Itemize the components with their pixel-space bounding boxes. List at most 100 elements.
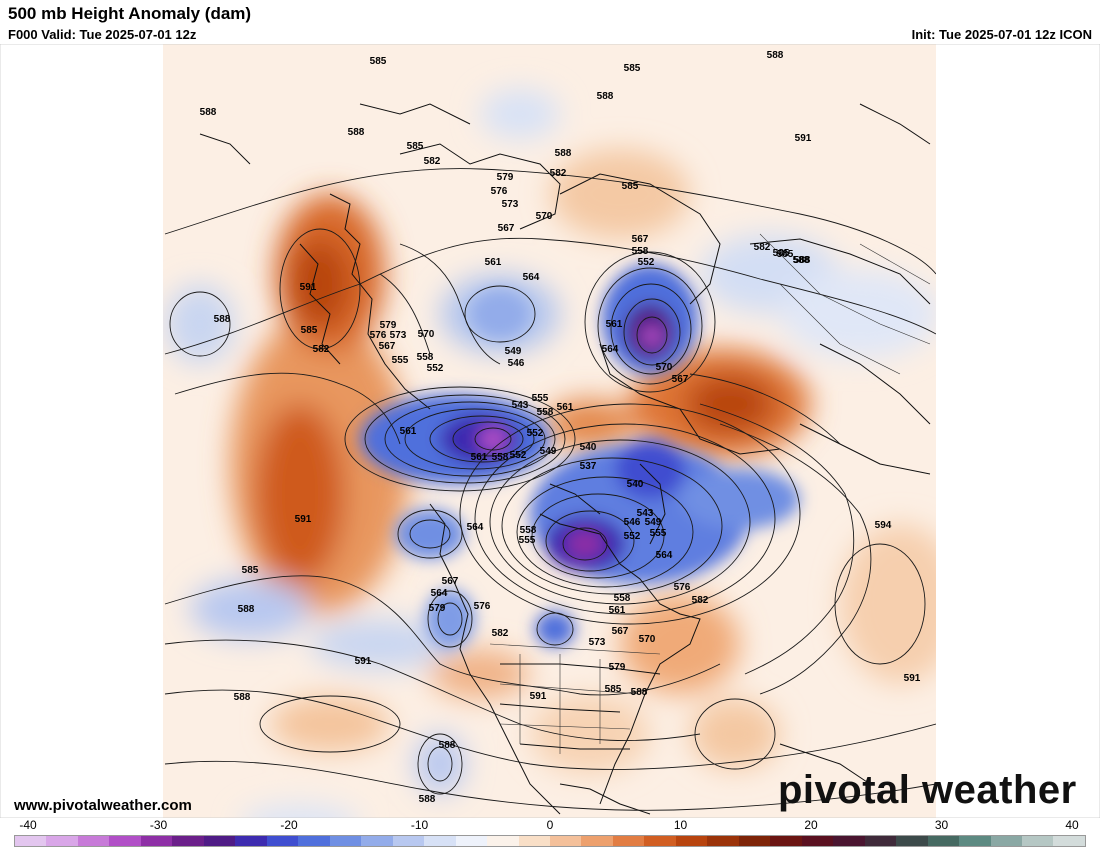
contour-label: 567 <box>498 223 515 234</box>
contour-label: 558 <box>492 452 509 463</box>
colorbar-swatch <box>1053 836 1085 846</box>
colorbar-swatch <box>15 836 47 846</box>
contour-label: 555 <box>519 535 536 546</box>
anomaly-shading <box>165 89 960 818</box>
pivotal-weather-logo: pivotal weather <box>778 768 1077 812</box>
contour-label: 582 <box>550 168 567 179</box>
colorbar-swatch <box>424 836 456 846</box>
contour-label: 588 <box>793 255 810 266</box>
contour-label: 549 <box>505 346 522 357</box>
contour-label: 561 <box>606 319 623 330</box>
contour-label: 591 <box>355 656 372 667</box>
contour-label: 585 <box>301 325 318 336</box>
contour-label: 576 <box>674 582 691 593</box>
contour-label: 564 <box>523 272 540 283</box>
colorbar-swatch <box>675 836 708 846</box>
colorbar-tick-label: -20 <box>280 818 298 832</box>
contour-label: 582 <box>313 344 330 355</box>
contour-label: 588 <box>439 740 456 751</box>
anomaly-shading-cores <box>360 264 800 649</box>
contour-label: 540 <box>580 442 597 453</box>
contour-label: 567 <box>442 576 459 587</box>
contour-label: 561 <box>400 426 417 437</box>
contour-label: 588 <box>238 604 255 615</box>
valid-time: F000 Valid: Tue 2025-07-01 12z <box>8 27 197 42</box>
contour-label: 585 <box>622 181 639 192</box>
contour-label: 543 <box>637 508 654 519</box>
colorbar-swatch <box>77 836 110 846</box>
contour-label: 552 <box>427 363 444 374</box>
contour-label: 588 <box>631 687 648 698</box>
colorbar-swatch <box>644 836 676 846</box>
contour-label: 564 <box>656 550 673 561</box>
colorbar-swatch <box>361 836 393 846</box>
contour-label: 579 <box>429 603 446 614</box>
colorbar-swatch <box>140 836 173 846</box>
colorbar-tick-label: -10 <box>410 818 429 832</box>
colorbar-tick-label: 10 <box>673 818 688 832</box>
contour-label: 567 <box>672 374 689 385</box>
contour-label: 585 <box>624 63 641 74</box>
contour-label: 558 <box>632 246 649 257</box>
colorbar-swatch <box>203 836 236 846</box>
contour-label: 546 <box>624 517 641 528</box>
contour-label: 561 <box>485 257 502 268</box>
contour-label: 594 <box>875 520 892 531</box>
contour-label: 582 <box>424 156 441 167</box>
colorbar-swatch <box>549 836 582 846</box>
colorbar-swatch <box>959 836 991 846</box>
colorbar-swatch <box>1022 836 1054 846</box>
contour-label: 558 <box>537 407 554 418</box>
colorbar-swatch <box>518 836 550 846</box>
colorbar-swatch <box>298 836 330 846</box>
colorbar-swatch <box>707 836 739 846</box>
contour-label: 543 <box>512 400 529 411</box>
contour-label: 567 <box>612 626 629 637</box>
contour-label: 561 <box>557 402 574 413</box>
init-time: Init: Tue 2025-07-01 12z ICON <box>911 27 1092 42</box>
contour-label: 588 <box>419 794 436 805</box>
colorbar-swatch <box>927 836 960 846</box>
colorbar-swatch <box>109 836 141 846</box>
contour-label: 588 <box>214 314 231 325</box>
colorbar-swatch <box>990 836 1022 846</box>
contour-label: 555 <box>650 528 667 539</box>
contour-label: 573 <box>589 637 606 648</box>
contour-label: 588 <box>348 127 365 138</box>
contour-label: 561 <box>471 452 488 463</box>
colorbar-tick-label: 0 <box>546 818 554 832</box>
contour-label: 570 <box>639 634 656 645</box>
contour-label: 585 <box>777 249 794 260</box>
contour-label: 585 <box>605 684 622 695</box>
contour-label: 591 <box>795 133 812 144</box>
contour-label: 576 <box>491 186 508 197</box>
contour-label: 576 <box>370 330 387 341</box>
colorbar-swatch <box>581 836 613 846</box>
left-margin <box>0 44 163 818</box>
contour-label: 588 <box>234 692 251 703</box>
contour-label: 585 <box>773 248 790 259</box>
contour-label: 591 <box>295 514 312 525</box>
contour-label: 564 <box>602 344 619 355</box>
height-anomaly-map: 5855855885885885855825825795765735705675… <box>0 44 1100 818</box>
colorbar-swatch <box>896 836 928 846</box>
contour-label: 549 <box>540 446 557 457</box>
colorbar-swatch <box>329 836 362 846</box>
political-borders <box>489 233 931 754</box>
contour-label: 555 <box>532 393 549 404</box>
website-url[interactable]: www.pivotalweather.com <box>14 797 192 814</box>
contour-label: 588 <box>555 148 572 159</box>
contour-label: 552 <box>527 428 544 439</box>
colorbar-tick-label: 30 <box>934 818 949 832</box>
contour-label: 540 <box>627 479 644 490</box>
colorbar-tick-label: -30 <box>149 818 168 832</box>
contour-label: 585 <box>407 141 424 152</box>
contour-label: 576 <box>474 601 491 612</box>
contour-label: 558 <box>520 525 537 536</box>
contour-label: 573 <box>390 330 407 341</box>
contour-label: 552 <box>638 257 655 268</box>
contour-label: 579 <box>609 662 626 673</box>
height-contours <box>164 168 936 811</box>
colorbar-swatch <box>172 836 204 846</box>
contour-label: 537 <box>580 461 597 472</box>
